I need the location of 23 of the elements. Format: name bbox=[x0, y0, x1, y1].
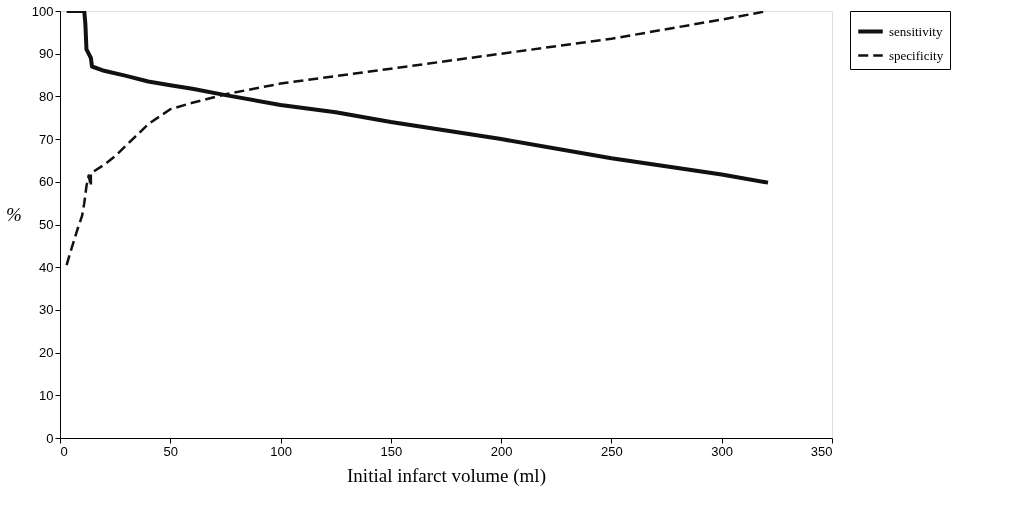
y-tick-label: 60 bbox=[39, 174, 54, 190]
x-tick-label: 250 bbox=[601, 443, 623, 459]
x-axis-title: Initial infarct volume (ml) bbox=[347, 464, 546, 487]
y-tick-label: 30 bbox=[39, 302, 54, 318]
y-tick-label: 80 bbox=[39, 88, 54, 104]
y-tick-label: 90 bbox=[39, 46, 54, 62]
y-tick-label: 10 bbox=[39, 387, 54, 403]
y-tick-label: 40 bbox=[39, 259, 54, 275]
y-tick-label: 0 bbox=[46, 430, 54, 446]
x-tick-label: 150 bbox=[380, 443, 403, 459]
x-tick-label: 50 bbox=[163, 443, 179, 459]
x-tick-label: 350 bbox=[810, 443, 833, 459]
y-axis-title: % bbox=[5, 204, 22, 225]
y-tick-label: 70 bbox=[39, 131, 54, 147]
y-tick-label: 20 bbox=[39, 345, 54, 361]
legend-label: sensitivity bbox=[889, 23, 943, 39]
x-tick-label: 300 bbox=[711, 443, 734, 459]
legend-label: specificity bbox=[889, 47, 944, 63]
x-tick-label: 200 bbox=[490, 443, 513, 459]
x-tick-label: 0 bbox=[60, 443, 68, 459]
x-tick-label: 100 bbox=[270, 443, 292, 459]
y-tick-label: 50 bbox=[39, 217, 54, 232]
y-tick-label: 100 bbox=[31, 3, 54, 19]
